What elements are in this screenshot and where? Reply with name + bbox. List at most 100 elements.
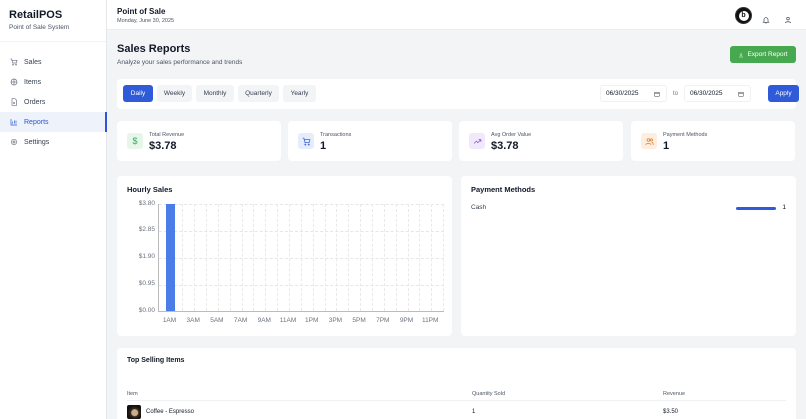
brand-title: RetailPOS: [9, 9, 63, 21]
gridline: [277, 204, 279, 311]
main-content: Sales Reports Analyze your sales perform…: [107, 30, 806, 419]
topbar: Point of Sale Monday, June 30, 2025 b: [107, 0, 806, 30]
users-icon: [641, 133, 657, 149]
item-name: Coffee - Espresso: [146, 409, 194, 415]
x-tick: 7AM: [233, 317, 248, 324]
sidebar-item-label: Items: [24, 78, 42, 86]
x-tick: 3PM: [328, 317, 343, 324]
period-monthly-button[interactable]: Monthly: [196, 85, 234, 102]
y-tick: $3.80: [138, 200, 155, 207]
bar-chart-icon: [10, 119, 17, 126]
dollar-icon: $: [127, 133, 143, 149]
x-tick: 9PM: [399, 317, 414, 324]
date-range-separator: to: [673, 91, 679, 97]
sidebar-item-label: Orders: [24, 98, 46, 106]
gridline: [182, 204, 184, 311]
cart-icon: [10, 58, 18, 66]
start-date-input[interactable]: 06/30/2025: [600, 85, 667, 102]
period-daily-button[interactable]: Daily: [123, 85, 153, 102]
apply-button[interactable]: Apply: [768, 85, 799, 102]
package-icon: [10, 78, 18, 86]
gridline: [289, 204, 290, 311]
item-thumbnail: [127, 405, 141, 419]
sidebar-item-label: Settings: [24, 138, 50, 146]
gridline: [348, 204, 350, 311]
payment-method-count: 1: [782, 204, 786, 211]
gridline: [265, 204, 267, 311]
page-title: Sales Reports: [117, 43, 191, 55]
stat-value: 1: [320, 140, 327, 152]
trending-up-icon: [469, 133, 485, 149]
page-subtitle: Analyze your sales performance and trend…: [117, 59, 243, 66]
period-quarterly-button[interactable]: Quarterly: [238, 85, 279, 102]
avatar[interactable]: b: [735, 7, 752, 24]
brand: RetailPOS Point of Sale System: [0, 0, 106, 42]
gridline: [336, 204, 338, 311]
gridline: [253, 204, 255, 311]
gridline: [300, 204, 302, 311]
x-tick: 3AM: [186, 317, 200, 324]
gridline: [312, 204, 314, 311]
gridline: [383, 204, 385, 311]
top-selling-items-panel: Top Selling Items Item Quantity Sold Rev…: [117, 348, 796, 419]
stat-label: Payment Methods: [663, 132, 708, 138]
calendar-icon: [654, 92, 660, 97]
payment-method-bar: [736, 207, 776, 210]
column-header-quantity: Quantity Sold: [472, 391, 506, 397]
stat-card-total-revenue: $ Total Revenue $3.78: [117, 121, 281, 161]
stat-label: Avg Order Value: [491, 132, 532, 138]
x-tick: 7PM: [376, 317, 390, 324]
gridline: [395, 204, 397, 311]
stat-value: $3.78: [149, 140, 177, 152]
notifications-button[interactable]: [762, 11, 770, 24]
hourly-sales-chart: $3.80 $2.85 $1.90 $0.95 $0.00 1AM 3AM 5AM 7…: [123, 200, 453, 332]
chart-plot-area: [158, 203, 445, 312]
payment-methods-panel: Payment Methods Cash 1: [461, 176, 796, 336]
user-menu-button[interactable]: [784, 11, 792, 24]
filter-bar: Daily Weekly Monthly Quarterly Yearly 06…: [117, 79, 799, 109]
payment-methods-title: Payment Methods: [471, 185, 536, 194]
sidebar-item-orders[interactable]: Orders: [0, 92, 106, 112]
gear-icon: [11, 139, 17, 145]
top-selling-title: Top Selling Items: [127, 357, 185, 364]
x-tick: 11PM: [421, 317, 439, 324]
sidebar-item-reports[interactable]: Reports: [0, 112, 107, 132]
gridline: [360, 204, 362, 311]
sidebar-item-items[interactable]: Items: [0, 72, 106, 92]
period-yearly-button[interactable]: Yearly: [283, 85, 316, 102]
x-tick: 5PM: [352, 317, 366, 324]
export-report-button[interactable]: Export Report: [730, 46, 796, 63]
user-icon: [785, 17, 791, 24]
avatar-letter: b: [738, 10, 749, 21]
sidebar-item-settings[interactable]: Settings: [0, 132, 106, 152]
item-quantity: 1: [472, 409, 476, 415]
gridline: [229, 204, 231, 311]
y-tick: $0.00: [138, 307, 155, 314]
hourly-sales-title: Hourly Sales: [127, 185, 173, 194]
stat-value: $3.78: [491, 140, 519, 152]
gridline: [194, 204, 196, 311]
export-label: Export Report: [747, 51, 788, 58]
topbar-title: Point of Sale: [117, 7, 166, 16]
gridline: [217, 204, 219, 311]
payment-method-label: Cash: [471, 204, 487, 211]
gridline: [324, 204, 326, 311]
sidebar-nav: Sales Items Orders Reports Settings: [0, 52, 107, 152]
y-tick: $0.95: [138, 280, 155, 287]
stat-label: Total Revenue: [149, 132, 185, 138]
column-header-revenue: Revenue: [663, 391, 686, 397]
end-date-value: 06/30/2025: [690, 90, 723, 97]
end-date-input[interactable]: 06/30/2025: [684, 85, 751, 102]
sidebar-item-sales[interactable]: Sales: [0, 52, 106, 72]
start-date-value: 06/30/2025: [606, 90, 639, 97]
period-weekly-button[interactable]: Weekly: [157, 85, 192, 102]
gridline: [371, 204, 373, 311]
gridline: [407, 204, 409, 311]
gridline: [419, 204, 421, 311]
file-icon: [11, 98, 17, 106]
stat-label: Transactions: [320, 132, 352, 138]
x-tick: 1AM: [162, 317, 177, 324]
y-tick: $1.90: [138, 253, 155, 260]
cart-icon: [298, 133, 314, 149]
chart-bar[interactable]: [166, 203, 175, 311]
